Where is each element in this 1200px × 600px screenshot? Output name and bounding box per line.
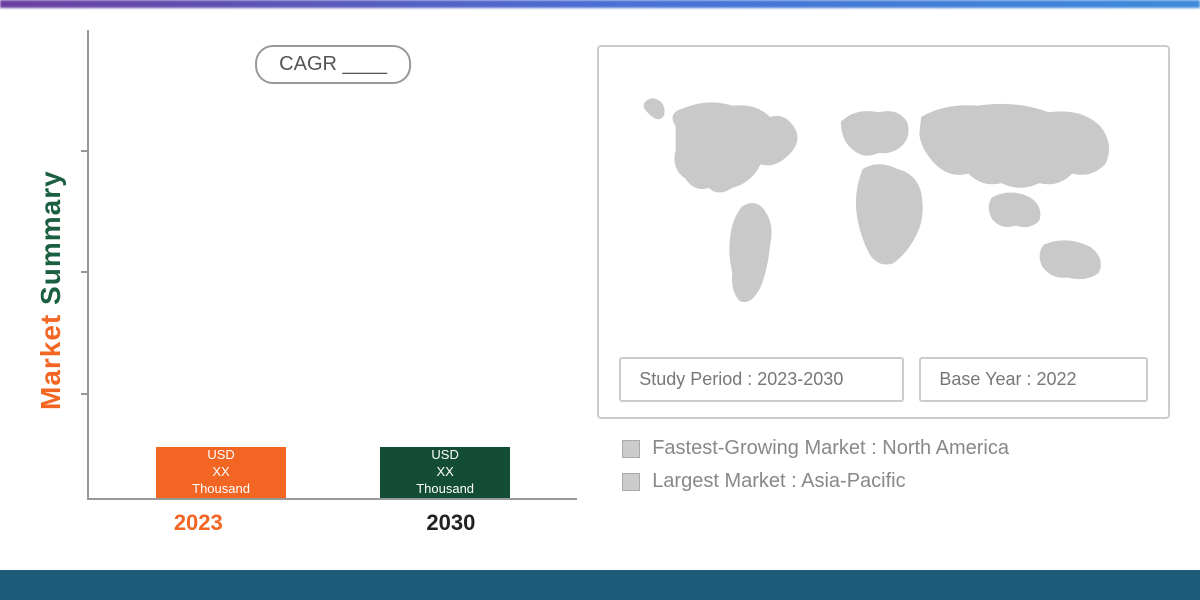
legend-item: Fastest-Growing Market : North America [622, 437, 1170, 460]
world-map-svg [619, 62, 1148, 342]
right-panel: Study Period : 2023-2030 Base Year : 202… [597, 30, 1170, 550]
title-word-2: Summary [35, 170, 66, 305]
study-period-text: Study Period : 2023-2030 [639, 369, 843, 389]
y-axis-ticks [81, 30, 89, 498]
legend-square-icon [622, 440, 640, 458]
study-period-box: Study Period : 2023-2030 [619, 357, 904, 402]
map-card: Study Period : 2023-2030 Base Year : 202… [597, 45, 1170, 419]
x-label: 2023 [128, 510, 268, 550]
bar-wrap-2023: USD XX Thousand [151, 447, 291, 498]
chart-wrapper: CAGR ____ USD XX ThousandUSD XX Thousand… [72, 30, 577, 550]
base-year-box: Base Year : 2022 [919, 357, 1148, 402]
bar: USD XX Thousand [380, 447, 510, 498]
bottom-bar [0, 570, 1200, 600]
vertical-title: Market Summary [30, 30, 72, 550]
legend-label: Largest Market : Asia-Pacific [652, 470, 905, 493]
x-axis-labels: 2023 2030 [72, 510, 577, 550]
cagr-label-text: CAGR ____ [279, 53, 387, 75]
cagr-label-box: CAGR ____ [255, 45, 411, 84]
left-panel: Market Summary CAGR ____ USD XX Thousand… [30, 30, 577, 550]
legend-square-icon [622, 473, 640, 491]
bar: USD XX Thousand [156, 447, 286, 498]
bars-row: USD XX Thousand USD XX Thousand [109, 50, 557, 498]
info-row: Study Period : 2023-2030 Base Year : 202… [619, 357, 1148, 402]
legend-item: Largest Market : Asia-Pacific [622, 470, 1170, 493]
bar-wrap-2030: USD XX Thousand [375, 447, 515, 498]
main-container: Market Summary CAGR ____ USD XX Thousand… [0, 0, 1200, 600]
bar-chart: CAGR ____ USD XX Thousand USD XX Thousand [87, 30, 577, 500]
world-map [619, 62, 1148, 342]
base-year-text: Base Year : 2022 [939, 369, 1076, 389]
x-label: 2030 [381, 510, 521, 550]
y-tick [81, 150, 89, 152]
title-word-1: Market [35, 314, 66, 410]
y-tick [81, 271, 89, 273]
legend: Fastest-Growing Market : North America La… [597, 437, 1170, 493]
y-tick [81, 393, 89, 395]
legend-label: Fastest-Growing Market : North America [652, 437, 1009, 460]
top-gradient-bar [0, 0, 1200, 8]
